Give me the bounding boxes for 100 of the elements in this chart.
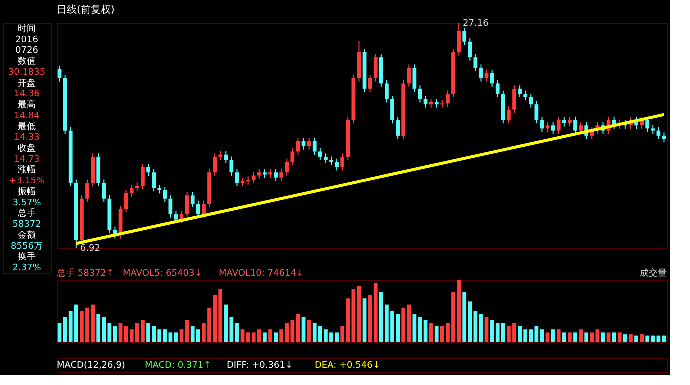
candlestick (318, 148, 322, 161)
candlestick (457, 22, 461, 56)
bar (412, 314, 417, 342)
annotation: 27.16 (463, 19, 490, 29)
candlestick (335, 158, 339, 172)
candlestick (146, 164, 150, 176)
bar (274, 332, 278, 342)
candlestick (534, 100, 539, 124)
bar (434, 326, 439, 342)
bar (579, 330, 583, 342)
candlestick (524, 90, 528, 102)
bar (185, 320, 190, 342)
candlestick (190, 192, 195, 208)
bar (546, 332, 550, 342)
bar (618, 332, 622, 342)
candlestick (130, 184, 134, 198)
text: 总手 (17, 208, 36, 220)
candlestick (224, 151, 228, 164)
chart-title: 日线(前复权) (57, 4, 115, 16)
candlestick (58, 65, 62, 82)
bar (296, 314, 300, 342)
candlestick (285, 158, 290, 176)
candlestick (418, 85, 422, 104)
text: 3.57% (12, 198, 42, 208)
candlestick (307, 137, 312, 150)
bar (58, 323, 62, 342)
bar (634, 336, 638, 342)
bar (418, 317, 422, 342)
candlestick (196, 200, 200, 218)
bar (606, 332, 611, 342)
bar (357, 286, 362, 342)
candlestick (568, 116, 572, 128)
candlestick (252, 172, 256, 184)
bar (584, 332, 589, 342)
candlestick (257, 168, 262, 180)
candlestick (185, 192, 190, 218)
candlestick (468, 38, 472, 62)
candlestick (235, 168, 240, 187)
candlestick (290, 148, 295, 166)
bar (118, 323, 123, 342)
bar (540, 330, 544, 342)
candlestick (479, 64, 484, 82)
candlestick (396, 116, 400, 140)
candlestick (407, 64, 412, 88)
bar (263, 332, 267, 342)
candlestick (518, 85, 522, 98)
bar (551, 330, 556, 342)
bar (362, 298, 367, 342)
candlestick (474, 54, 478, 72)
candlestick (324, 153, 328, 164)
annotation: 6.92 (80, 244, 100, 254)
candlestick (390, 96, 394, 124)
text: 14.84 (14, 111, 40, 122)
text: 2.37% (12, 264, 42, 274)
bar (612, 332, 616, 342)
bar (113, 326, 118, 342)
candlestick (168, 195, 173, 218)
bar (574, 332, 578, 342)
candlestick (213, 153, 217, 176)
bar (307, 320, 312, 342)
candlestick (374, 54, 378, 82)
bar (623, 334, 628, 342)
text: 58372 (12, 220, 42, 230)
candlestick (562, 116, 566, 128)
candlestick (551, 122, 556, 135)
text: 换手 (18, 252, 36, 263)
text: 金额 (18, 230, 36, 241)
text: 开盘 (18, 78, 36, 89)
candlestick (496, 80, 500, 98)
text: 8556万 (11, 242, 43, 252)
candlestick (152, 168, 156, 192)
bar (484, 317, 489, 342)
bar (629, 334, 633, 342)
candlestick (274, 168, 278, 182)
text: 最低 (18, 121, 36, 132)
text: 14.73 (14, 154, 40, 165)
text: MAVOL10: 74614↓ (219, 269, 304, 279)
candlestick (368, 74, 372, 93)
candlestick (102, 179, 106, 203)
text: DEA: +0.546↓ (315, 361, 380, 371)
bar (562, 332, 566, 342)
candlestick (230, 156, 234, 176)
bar (302, 317, 306, 342)
text: 收盘 (18, 143, 36, 154)
candlestick (141, 164, 145, 190)
candlestick (312, 137, 317, 156)
bar (180, 330, 184, 342)
candlestick (484, 69, 489, 82)
candlestick (385, 80, 389, 104)
text: 2016 (16, 35, 39, 46)
candlestick (529, 93, 534, 108)
bar (429, 323, 434, 342)
candlestick (340, 153, 345, 172)
candlestick (202, 200, 206, 218)
candlestick (656, 126, 661, 140)
text: 成交量 (640, 268, 667, 279)
candlestick (412, 64, 417, 93)
text: 数值 (18, 56, 36, 68)
text: MACD(12,26,9) (57, 361, 126, 371)
candlestick (507, 106, 511, 124)
